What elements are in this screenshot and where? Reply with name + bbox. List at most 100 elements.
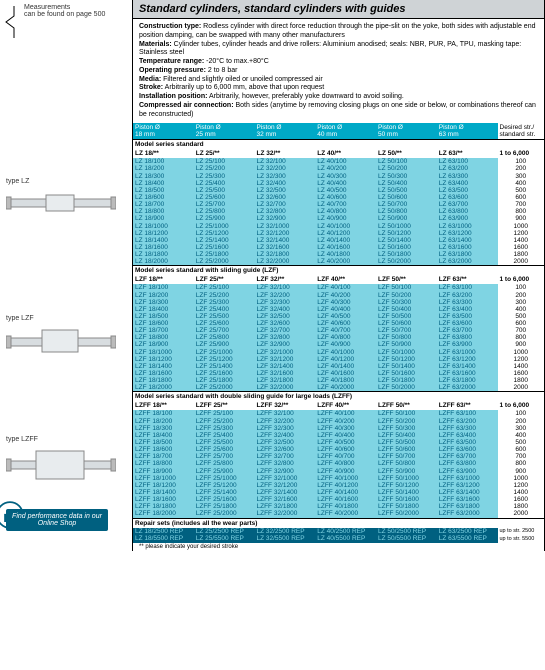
stroke-cell: 800	[498, 208, 545, 215]
repair-cell: up to str. 5500	[498, 535, 545, 543]
part-cell: LZFF 25/200	[194, 418, 255, 425]
part-cell: LZF 50/500	[376, 313, 437, 320]
part-cell: LZ 40/700	[315, 201, 376, 208]
part-cell: LZF 32/600	[255, 320, 316, 327]
part-cell: LZF 50/1800	[376, 377, 437, 384]
part-cell: LZFF 25/1400	[194, 489, 255, 496]
part-cell: LZFF 32/900	[255, 468, 316, 475]
part-cell: LZ 63/200	[437, 165, 498, 172]
part-cell: LZF 40/100	[315, 284, 376, 291]
part-cell: LZ 63/1600	[437, 244, 498, 251]
part-cell: LZFF 63/100	[437, 410, 498, 417]
part-cell: LZF 40/500	[315, 313, 376, 320]
part-cell: LZF 32/1800	[255, 377, 316, 384]
stroke-cell: 600	[498, 320, 545, 327]
part-cell: LZ 25/200	[194, 165, 255, 172]
stroke-cell: 1400	[498, 237, 545, 244]
part-cell: LZFF 32/1200	[255, 482, 316, 489]
meas-l1: Measurements	[24, 4, 70, 11]
part-cell: LZF 63/200	[437, 292, 498, 299]
part-cell: LZ 63/2000	[437, 258, 498, 266]
repair-cell: LZ 63/2500 REP	[437, 528, 498, 536]
stroke-cell: 900	[498, 468, 545, 475]
part-cell: LZF 32/700	[255, 327, 316, 334]
measurements-text: Measurements can be found on page 500	[24, 4, 126, 18]
part-cell: LZFF 50/1400	[376, 489, 437, 496]
repair-cell: LZ 63/5500 REP	[437, 535, 498, 543]
part-cell: LZFF 25/800	[194, 460, 255, 467]
part-cell: LZ 25/700	[194, 201, 255, 208]
part-cell: LZ 50/100	[376, 158, 437, 165]
repair-cell: LZ 18/2500 REP	[133, 528, 194, 536]
stroke-cell: 1600	[498, 370, 545, 377]
part-cell: LZFF 32/300	[255, 425, 316, 432]
part-cell: LZ 50/200	[376, 165, 437, 172]
part-cell: LZ 32/100	[255, 158, 316, 165]
part-cell: LZFF 18/900	[133, 468, 194, 475]
stroke-cell: 400	[498, 432, 545, 439]
stroke-cell: 1400	[498, 489, 545, 496]
part-cell: LZ 18/2000	[133, 258, 194, 266]
d3: -20°C to max.+80°C	[204, 58, 269, 65]
d7: Arbitrarily, however, preferably yoke do…	[207, 93, 403, 100]
stroke-cell: 700	[498, 327, 545, 334]
part-cell: LZ 40/1400	[315, 237, 376, 244]
stroke-cell: 200	[498, 292, 545, 299]
part-cell: LZFF 63/600	[437, 446, 498, 453]
part-cell: LZF 32/1000	[255, 349, 316, 356]
description: Construction type: Rodless cylinder with…	[133, 19, 544, 123]
part-cell: LZFF 50/1600	[376, 496, 437, 503]
part-cell: LZF 32/300	[255, 299, 316, 306]
repair-cell: LZ 18/5500 REP	[133, 535, 194, 543]
repair-cell: LZ 40/5500 REP	[315, 535, 376, 543]
part-cell: LZFF 40/1000	[315, 475, 376, 482]
part-cell: LZF 25/1200	[194, 356, 255, 363]
part-cell: LZFF 50/1800	[376, 503, 437, 510]
part-cell: LZF 32/900	[255, 341, 316, 348]
part-cell: LZF 63/1200	[437, 356, 498, 363]
part-cell: LZF 32/400	[255, 306, 316, 313]
part-cell: LZF 25/200	[194, 292, 255, 299]
part-cell: LZFF 50/500	[376, 439, 437, 446]
part-cell: LZFF 40/900	[315, 468, 376, 475]
part-cell: LZ 63/400	[437, 180, 498, 187]
part-cell: LZFF 50/1000	[376, 475, 437, 482]
d2b: Materials:	[139, 41, 172, 48]
part-cell: LZF 50/200	[376, 292, 437, 299]
model-cell: LZFF 18/**	[133, 401, 194, 410]
part-cell: LZFF 63/1400	[437, 489, 498, 496]
d3b: Temperature range:	[139, 58, 204, 65]
model-cell: LZFF 40/**	[315, 401, 376, 410]
part-cell: LZ 40/1600	[315, 244, 376, 251]
stroke-cell: 1800	[498, 503, 545, 510]
part-cell: LZFF 40/300	[315, 425, 376, 432]
model-cell: LZF 32/**	[255, 275, 316, 284]
part-cell: LZ 63/700	[437, 201, 498, 208]
part-cell: LZF 25/1400	[194, 363, 255, 370]
meas-l2: can be found on page 500	[24, 11, 105, 18]
repair-cell: LZ 25/2500 REP	[194, 528, 255, 536]
part-cell: LZ 32/300	[255, 173, 316, 180]
stroke-cell: 1200	[498, 356, 545, 363]
model-cell: LZFF 25/**	[194, 401, 255, 410]
part-cell: LZFF 63/700	[437, 453, 498, 460]
stroke-cell: 900	[498, 341, 545, 348]
model-cell: LZFF 32/**	[255, 401, 316, 410]
model-cell: LZ 50/**	[376, 149, 437, 158]
part-cell: LZFF 40/800	[315, 460, 376, 467]
header-row: Piston Ø18 mm Piston Ø25 mm Piston Ø32 m…	[133, 123, 544, 140]
part-cell: LZFF 25/100	[194, 410, 255, 417]
part-cell: LZ 32/400	[255, 180, 316, 187]
stroke-cell: 1400	[498, 363, 545, 370]
section-title: Model series standard with double slidin…	[133, 392, 544, 401]
part-cell: LZF 32/2000	[255, 384, 316, 392]
stroke-cell: 200	[498, 165, 545, 172]
hdr-c1: Piston Ø18 mm	[133, 123, 194, 140]
part-cell: LZF 40/800	[315, 334, 376, 341]
part-cell: LZF 50/1200	[376, 356, 437, 363]
part-cell: LZ 25/600	[194, 194, 255, 201]
part-cell: LZF 50/100	[376, 284, 437, 291]
data-table: Piston Ø18 mm Piston Ø25 mm Piston Ø32 m…	[133, 123, 544, 543]
part-cell: LZ 50/500	[376, 187, 437, 194]
part-cell: LZFF 50/200	[376, 418, 437, 425]
